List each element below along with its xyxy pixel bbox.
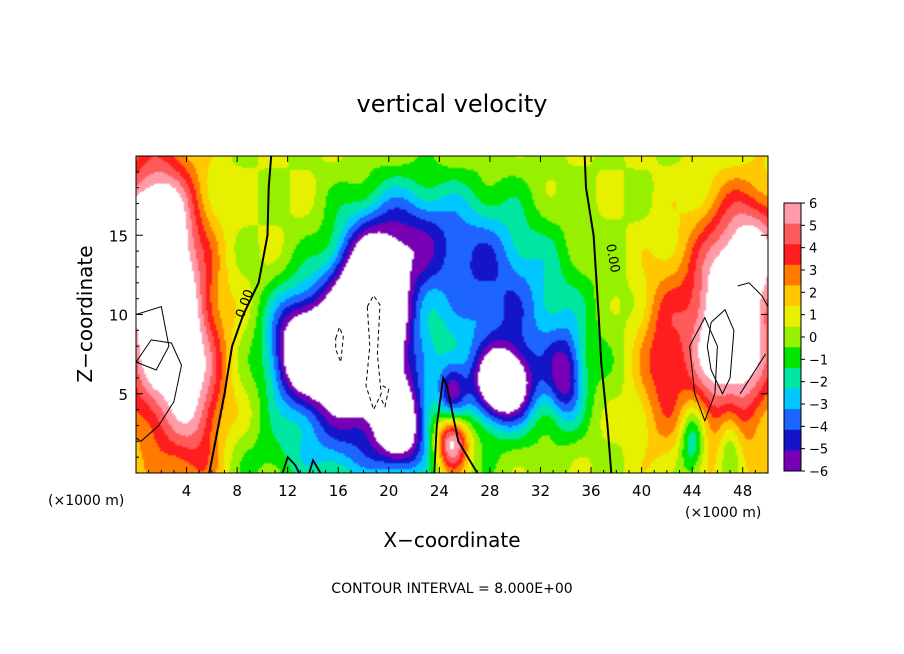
negative-contour [365, 294, 382, 411]
positive-contour [706, 308, 735, 395]
colorbar: 6 5 4 3 2 1 0 −1 −2 −3 −4 −5 −6 [783, 197, 828, 480]
x-tick-label: 32 [531, 482, 550, 500]
negative-contour [335, 325, 344, 363]
x-tick-label: 28 [480, 482, 499, 500]
colorbar-swatch [784, 285, 801, 307]
x-tick-label: 20 [379, 482, 398, 500]
positive-contour [136, 305, 170, 371]
zero-contour-small [281, 455, 300, 473]
x-unit-label-left: (×1000 m) [48, 493, 124, 509]
colorbar-swatch [784, 203, 801, 225]
positive-contour [136, 339, 183, 442]
colorbar-swatch [784, 450, 801, 472]
y-tick-label: 10 [109, 307, 128, 325]
colorbar-swatch [784, 367, 801, 390]
negative-contour [379, 385, 390, 408]
positive-contour [737, 282, 768, 307]
y-tick-label: 15 [109, 227, 128, 245]
colorbar-swatch [784, 409, 801, 431]
colorbar-label: 5 [809, 219, 817, 234]
colorbar-label: 6 [809, 197, 817, 212]
y-tick-label: 5 [118, 386, 128, 404]
colorbar-label: −2 [809, 376, 828, 391]
colorbar-label: 0 [809, 331, 817, 346]
x-tick-label: 4 [182, 482, 192, 500]
colorbar-label: 4 [809, 242, 817, 257]
x-unit-label-right: (×1000 m) [685, 505, 761, 521]
zero-contour [208, 156, 273, 473]
contour-interval-text: CONTOUR INTERVAL = 8.000E+00 [331, 581, 572, 597]
plot-area: 0.000.00 [135, 155, 769, 474]
colorbar-label: 3 [809, 264, 817, 279]
x-tick-label: 12 [278, 482, 297, 500]
zero-contour [583, 156, 613, 473]
contour-label: 0.00 [602, 243, 622, 274]
colorbar-label: 2 [809, 286, 817, 301]
positive-contour [739, 353, 766, 395]
x-axis-label: X−coordinate [383, 528, 520, 552]
colorbar-swatch [784, 347, 801, 369]
x-axis: 4 8 12 16 20 24 28 32 36 40 44 48 [148, 156, 756, 500]
colorbar-label: −6 [809, 465, 828, 480]
x-tick-label: 24 [430, 482, 449, 500]
colorbar-swatch [784, 244, 801, 266]
x-tick-label: 16 [329, 482, 348, 500]
x-tick-label: 8 [232, 482, 242, 500]
y-axis: 5 10 15 [109, 171, 768, 458]
positive-contour [689, 316, 718, 423]
colorbar-swatch [784, 429, 801, 451]
x-tick-label: 40 [632, 482, 651, 500]
x-tick-label: 36 [581, 482, 600, 500]
zero-contour-small [308, 458, 322, 473]
y-axis-label: Z−coordinate [73, 245, 97, 382]
contour-layer: 0.000.00 [136, 156, 768, 473]
velocity-field [136, 156, 768, 473]
zero-contour-small [433, 374, 479, 473]
colorbar-label: −4 [809, 420, 828, 435]
colorbar-swatch [784, 388, 801, 410]
colorbar-swatch [784, 223, 801, 245]
colorbar-swatch [784, 264, 801, 286]
colorbar-swatch [784, 326, 801, 348]
x-tick-label: 48 [733, 482, 752, 500]
colorbar-label: −5 [809, 443, 828, 458]
colorbar-label: −3 [809, 398, 828, 413]
chart-title: vertical velocity [357, 90, 548, 118]
colorbar-label: 1 [809, 309, 817, 324]
colorbar-swatch [784, 306, 801, 328]
x-tick-label: 44 [683, 482, 702, 500]
colorbar-label: −1 [809, 353, 828, 368]
